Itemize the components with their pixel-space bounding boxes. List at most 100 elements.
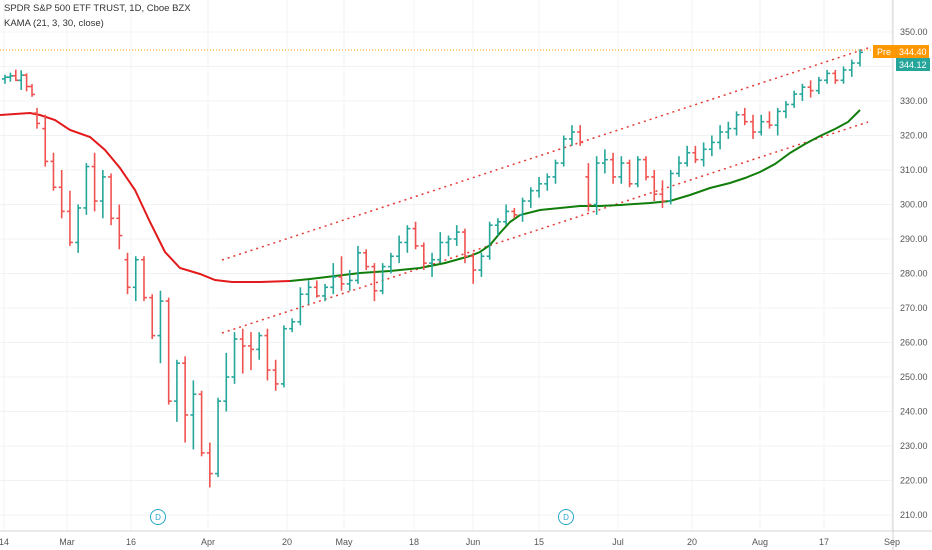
ohlc-bar[interactable] bbox=[190, 380, 197, 450]
ohlc-bar[interactable] bbox=[659, 180, 666, 208]
ohlc-bar[interactable] bbox=[34, 107, 40, 129]
ohlc-bar[interactable] bbox=[198, 390, 205, 457]
ohlc-bar[interactable] bbox=[585, 163, 592, 212]
ohlc-bar[interactable] bbox=[519, 197, 526, 222]
ohlc-bar[interactable] bbox=[108, 173, 115, 226]
ohlc-bar[interactable] bbox=[182, 356, 189, 443]
ohlc-bar[interactable] bbox=[494, 218, 501, 236]
ohlc-bar[interactable] bbox=[157, 290, 164, 364]
ohlc-bar[interactable] bbox=[132, 256, 139, 302]
ohlc-bar[interactable] bbox=[799, 83, 806, 101]
ohlc-bar[interactable] bbox=[322, 283, 329, 302]
ohlc-bar[interactable] bbox=[305, 280, 312, 305]
ohlc-bar[interactable] bbox=[643, 156, 650, 181]
ohlc-bar[interactable] bbox=[23, 73, 30, 92]
ohlc-bar[interactable] bbox=[346, 270, 353, 291]
ohlc-bar[interactable] bbox=[791, 90, 798, 108]
ohlc-bar[interactable] bbox=[708, 135, 715, 157]
ohlc-bars[interactable] bbox=[2, 49, 863, 488]
ohlc-bar[interactable] bbox=[363, 249, 370, 271]
ohlc-bar[interactable] bbox=[223, 352, 230, 412]
ohlc-bar[interactable] bbox=[58, 170, 65, 219]
ohlc-bar[interactable] bbox=[675, 156, 682, 177]
ohlc-bar[interactable] bbox=[173, 359, 180, 422]
ohlc-bar[interactable] bbox=[396, 235, 403, 264]
ohlc-bar[interactable] bbox=[815, 76, 822, 95]
ohlc-bar[interactable] bbox=[420, 242, 427, 271]
ohlc-bar[interactable] bbox=[552, 159, 559, 184]
price-axis[interactable]: 350.00340.00330.00320.00310.00300.00290.… bbox=[900, 27, 928, 520]
ohlc-bar[interactable] bbox=[387, 252, 394, 274]
ohlc-bar[interactable] bbox=[478, 252, 485, 277]
ohlc-bar[interactable] bbox=[50, 152, 57, 191]
ohlc-bar[interactable] bbox=[379, 263, 386, 295]
ohlc-bar[interactable] bbox=[256, 332, 263, 360]
ohlc-bar[interactable] bbox=[601, 149, 608, 174]
ohlc-bar[interactable] bbox=[634, 156, 641, 188]
ohlc-bar[interactable] bbox=[626, 159, 633, 188]
symbol-legend[interactable]: SPDR S&P 500 ETF TRUST, 1D, Cboe BZX bbox=[4, 3, 191, 14]
ohlc-bar[interactable] bbox=[91, 152, 98, 212]
ohlc-bar[interactable] bbox=[206, 442, 213, 488]
ohlc-bar[interactable] bbox=[857, 49, 863, 67]
kama-line-down[interactable] bbox=[0, 111, 291, 283]
ohlc-bar[interactable] bbox=[544, 173, 551, 191]
trend-channel[interactable] bbox=[221, 47, 869, 334]
ohlc-bar[interactable] bbox=[692, 145, 699, 164]
ohlc-bar[interactable] bbox=[511, 207, 518, 219]
ohlc-bar[interactable] bbox=[29, 84, 35, 97]
ohlc-bar[interactable] bbox=[313, 280, 320, 298]
ohlc-bar[interactable] bbox=[124, 252, 131, 295]
ohlc-bar[interactable] bbox=[42, 114, 49, 167]
ohlc-bar[interactable] bbox=[247, 332, 254, 371]
ohlc-bar[interactable] bbox=[461, 228, 468, 264]
ohlc-bar[interactable] bbox=[12, 69, 19, 82]
ohlc-bar[interactable] bbox=[99, 170, 106, 219]
ohlc-bar[interactable] bbox=[215, 397, 222, 478]
ohlc-bar[interactable] bbox=[75, 204, 82, 253]
ohlc-bar[interactable] bbox=[18, 70, 25, 90]
ohlc-bar[interactable] bbox=[667, 170, 674, 205]
ohlc-bar[interactable] bbox=[824, 69, 831, 84]
ohlc-bar[interactable] bbox=[272, 359, 279, 391]
time-axis[interactable]: 14 Mar 16 Apr 20 May 18 Jun 15 Jul 20 Aug 17 Sep bbox=[0, 537, 900, 547]
ohlc-bar[interactable] bbox=[66, 190, 73, 246]
dividend-marker[interactable]: D bbox=[558, 509, 574, 525]
ohlc-bar[interactable] bbox=[766, 111, 773, 129]
ohlc-bar[interactable] bbox=[782, 101, 789, 119]
ohlc-bar[interactable] bbox=[297, 287, 304, 326]
ohlc-bar[interactable] bbox=[445, 235, 452, 257]
ohlc-bar[interactable] bbox=[165, 297, 172, 405]
indicator-legend[interactable]: KAMA (21, 3, 30, close) bbox=[4, 18, 104, 29]
ohlc-bar[interactable] bbox=[280, 325, 287, 388]
ohlc-bar[interactable] bbox=[568, 125, 575, 146]
ohlc-bar[interactable] bbox=[404, 225, 411, 253]
ohlc-bar[interactable] bbox=[651, 170, 658, 202]
ohlc-bar[interactable] bbox=[527, 187, 534, 208]
ohlc-bar[interactable] bbox=[733, 111, 740, 136]
ohlc-bar[interactable] bbox=[840, 66, 847, 84]
dividend-marker[interactable]: D bbox=[150, 509, 166, 525]
ohlc-bar[interactable] bbox=[116, 204, 123, 250]
ohlc-bar[interactable] bbox=[354, 245, 361, 284]
ohlc-bar[interactable] bbox=[618, 156, 625, 184]
ohlc-bar[interactable] bbox=[264, 328, 271, 381]
ohlc-bar[interactable] bbox=[149, 294, 156, 340]
ohlc-bar[interactable] bbox=[758, 114, 765, 136]
ohlc-bar[interactable] bbox=[140, 256, 147, 302]
ohlc-bar[interactable] bbox=[700, 142, 707, 167]
ohlc-bar[interactable] bbox=[807, 80, 814, 98]
ohlc-bar[interactable] bbox=[717, 125, 724, 150]
ohlc-bar[interactable] bbox=[774, 107, 781, 136]
ohlc-bar[interactable] bbox=[231, 332, 238, 384]
ohlc-bar[interactable] bbox=[429, 252, 436, 277]
ohlc-bar[interactable] bbox=[371, 263, 378, 302]
ohlc-bar[interactable] bbox=[536, 176, 543, 198]
ohlc-bar[interactable] bbox=[848, 59, 855, 77]
ohlc-bar[interactable] bbox=[470, 252, 477, 284]
ohlc-bar[interactable] bbox=[338, 256, 345, 291]
ohlc-bar[interactable] bbox=[577, 125, 584, 146]
ohlc-bar[interactable] bbox=[610, 152, 617, 184]
ohlc-bar[interactable] bbox=[239, 328, 246, 374]
